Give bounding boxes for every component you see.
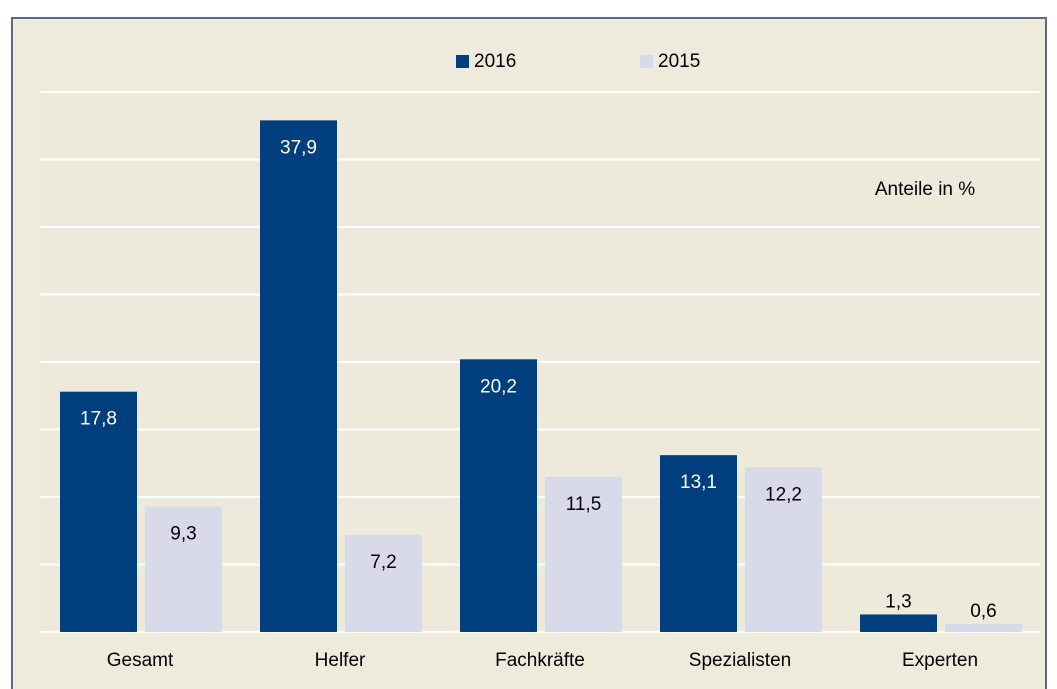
legend-label: 2016 [474, 51, 516, 72]
data-label: 37,9 [280, 137, 317, 158]
bar [260, 120, 337, 632]
data-label: 9,3 [170, 523, 196, 544]
x-tick-label: Spezialisten [689, 650, 791, 671]
bar [545, 476, 622, 632]
x-tick-label: Experten [902, 650, 978, 671]
bar [745, 467, 822, 632]
legend-swatch [456, 55, 469, 68]
data-label: 12,2 [765, 484, 802, 505]
legend-label: 2015 [658, 51, 700, 72]
data-label: 13,1 [680, 472, 717, 493]
bar [945, 623, 1022, 632]
bar [145, 506, 222, 632]
bar [345, 534, 422, 632]
data-label: 17,8 [80, 409, 117, 430]
legend-swatch [640, 55, 653, 68]
data-label: 20,2 [480, 376, 517, 397]
bar [460, 359, 537, 632]
data-label: 0,6 [970, 601, 996, 622]
bar [660, 455, 737, 632]
x-tick-label: Helfer [315, 650, 366, 671]
x-tick-label: Fachkräfte [495, 650, 585, 671]
x-tick-label: Gesamt [107, 650, 174, 671]
data-label: 7,2 [370, 552, 396, 573]
data-label: 1,3 [885, 591, 911, 612]
data-label: 11,5 [566, 494, 602, 515]
bar [860, 614, 937, 632]
bar [60, 391, 137, 632]
annotation: Anteile in % [875, 179, 975, 200]
